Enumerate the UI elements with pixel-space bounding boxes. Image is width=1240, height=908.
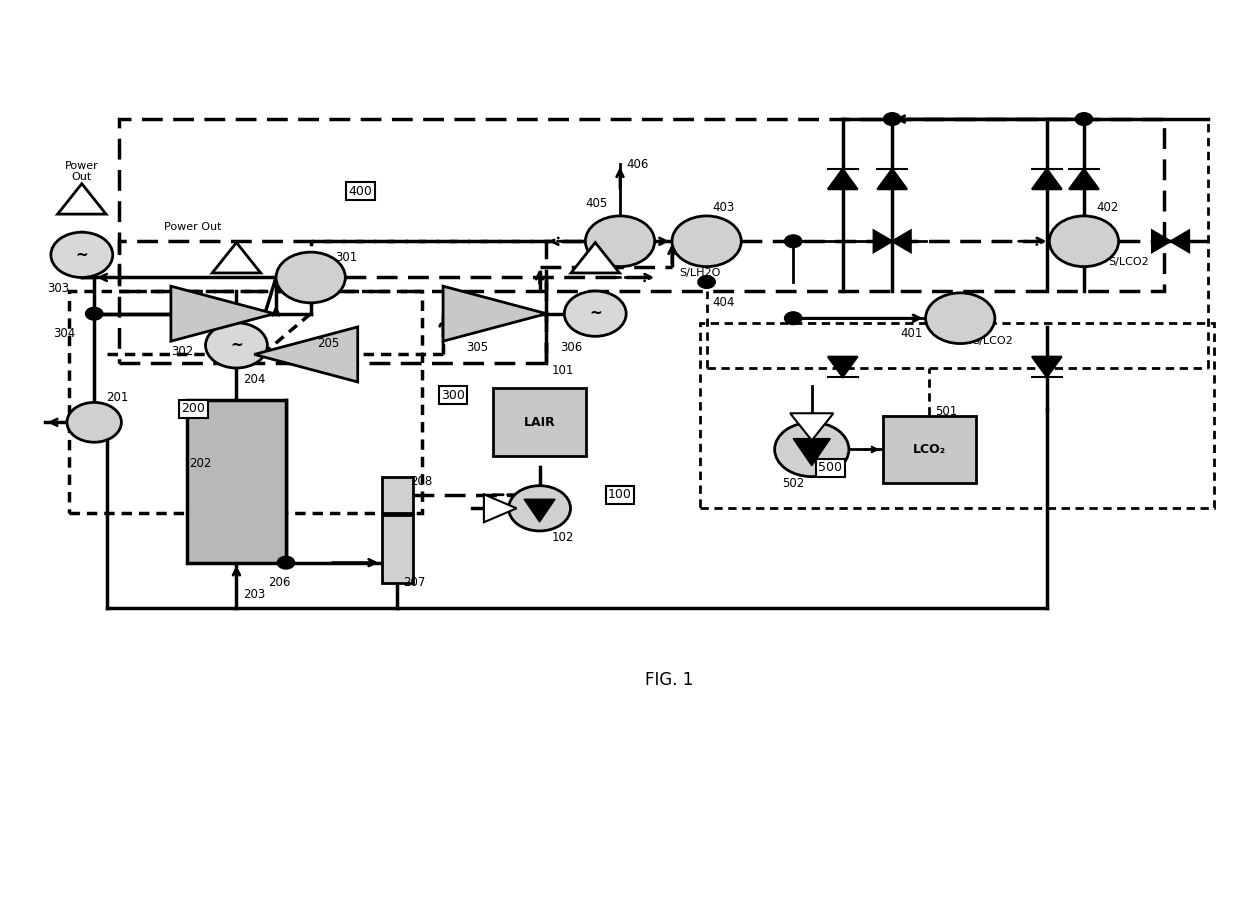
Text: 501: 501 <box>935 405 957 418</box>
Circle shape <box>508 486 570 531</box>
Circle shape <box>67 402 122 442</box>
Text: 405: 405 <box>585 197 608 210</box>
Text: 300: 300 <box>441 389 465 401</box>
Circle shape <box>585 216 655 267</box>
Text: 100: 100 <box>608 489 632 501</box>
Text: 402: 402 <box>1096 201 1118 214</box>
Circle shape <box>672 216 742 267</box>
Bar <box>701 322 1214 508</box>
Text: FIG. 1: FIG. 1 <box>645 671 693 689</box>
Circle shape <box>785 235 802 248</box>
Circle shape <box>884 113 900 125</box>
Text: 502: 502 <box>782 477 805 489</box>
Text: 306: 306 <box>560 340 583 354</box>
Polygon shape <box>1152 231 1189 252</box>
Circle shape <box>1075 113 1092 125</box>
Text: 301: 301 <box>336 251 357 264</box>
Bar <box>494 389 587 456</box>
Text: Power Out: Power Out <box>165 222 222 232</box>
Circle shape <box>1049 216 1118 267</box>
Bar <box>883 416 976 483</box>
Circle shape <box>925 293 994 343</box>
Bar <box>382 477 413 513</box>
Circle shape <box>785 311 802 324</box>
Text: 404: 404 <box>713 296 735 309</box>
Polygon shape <box>443 286 547 341</box>
Polygon shape <box>1032 169 1061 189</box>
Polygon shape <box>874 231 910 252</box>
Polygon shape <box>171 286 274 341</box>
Text: Power
Out: Power Out <box>614 244 647 266</box>
Text: S/LCO2: S/LCO2 <box>972 336 1013 346</box>
Polygon shape <box>570 242 620 273</box>
Circle shape <box>698 276 715 289</box>
Text: 303: 303 <box>47 282 69 295</box>
Polygon shape <box>212 242 260 273</box>
Text: 202: 202 <box>190 457 212 469</box>
Polygon shape <box>1069 169 1099 189</box>
Text: Power
Out: Power Out <box>64 161 99 183</box>
Polygon shape <box>790 413 833 440</box>
Text: S/LCO2: S/LCO2 <box>1109 257 1149 267</box>
Text: LCO₂: LCO₂ <box>913 443 946 456</box>
Polygon shape <box>484 494 517 522</box>
Text: ~: ~ <box>76 247 88 262</box>
Text: 200: 200 <box>181 402 205 415</box>
Text: S/LH2O: S/LH2O <box>680 269 722 279</box>
Text: 204: 204 <box>243 372 265 386</box>
Text: 203: 203 <box>243 587 265 601</box>
Polygon shape <box>828 357 858 377</box>
Text: 403: 403 <box>713 201 735 214</box>
Bar <box>119 119 1164 291</box>
Polygon shape <box>828 169 858 189</box>
Text: 102: 102 <box>552 531 574 544</box>
Text: 206: 206 <box>269 577 291 589</box>
Text: ~: ~ <box>589 306 601 321</box>
Text: 205: 205 <box>317 337 339 350</box>
Circle shape <box>775 422 849 477</box>
Bar <box>187 400 286 563</box>
Text: 201: 201 <box>107 391 129 404</box>
Polygon shape <box>878 169 906 189</box>
Text: ~: ~ <box>231 338 243 353</box>
Polygon shape <box>1032 357 1061 377</box>
Bar <box>69 291 422 513</box>
Text: LAIR: LAIR <box>523 416 556 429</box>
Circle shape <box>86 307 103 320</box>
Text: 302: 302 <box>171 345 193 359</box>
Text: 305: 305 <box>466 340 489 354</box>
Text: 304: 304 <box>53 327 76 340</box>
Text: 406: 406 <box>626 158 649 171</box>
Text: LH2O: LH2O <box>587 257 616 267</box>
Text: 207: 207 <box>403 577 425 589</box>
Bar <box>119 242 546 363</box>
Text: 500: 500 <box>818 461 842 474</box>
Circle shape <box>277 252 345 303</box>
Text: 208: 208 <box>409 475 432 488</box>
Circle shape <box>564 291 626 336</box>
Polygon shape <box>254 327 357 382</box>
Circle shape <box>51 232 113 278</box>
Text: 101: 101 <box>552 364 574 377</box>
Circle shape <box>278 557 295 569</box>
Polygon shape <box>57 183 107 214</box>
Text: 401: 401 <box>900 327 923 340</box>
Polygon shape <box>794 439 831 466</box>
Bar <box>382 515 413 583</box>
Circle shape <box>206 322 268 368</box>
Polygon shape <box>525 499 556 522</box>
Text: 400: 400 <box>348 185 372 198</box>
